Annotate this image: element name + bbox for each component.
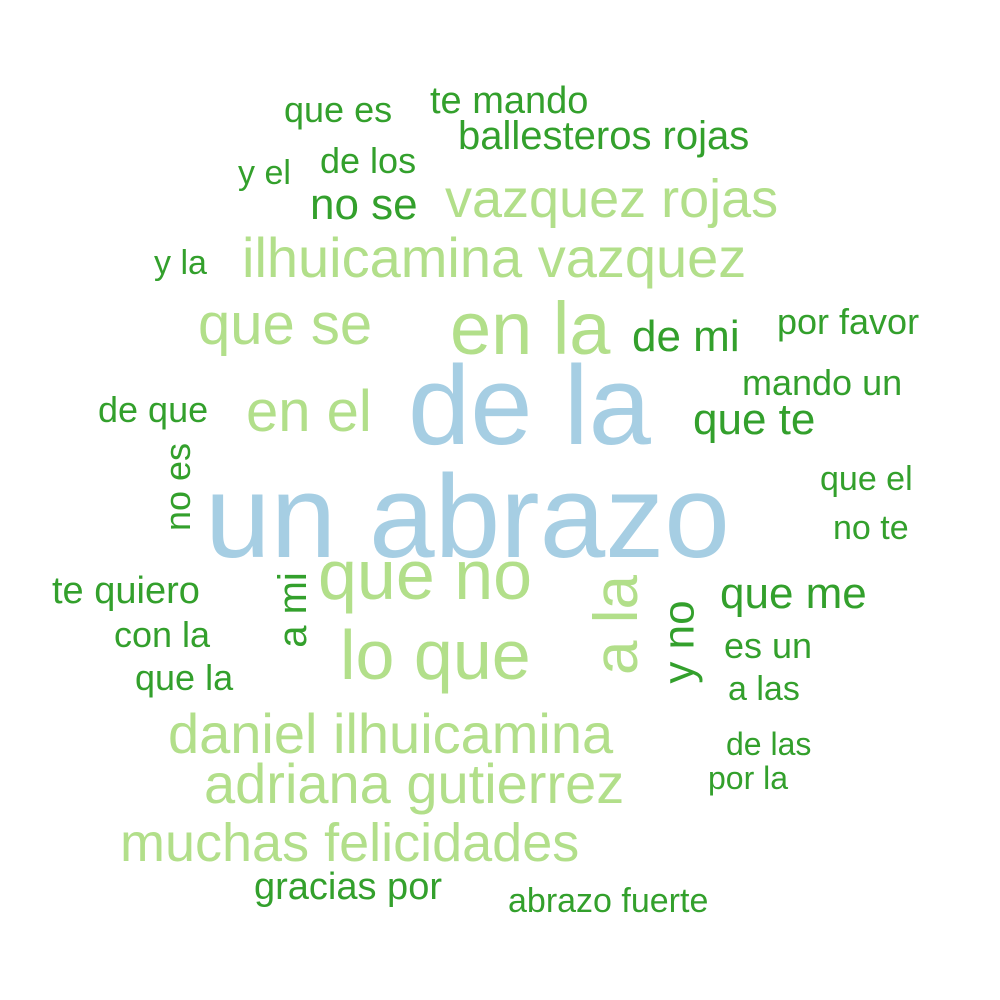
word-de-mi: de mi xyxy=(632,312,740,361)
word-por-la: por la xyxy=(708,760,789,796)
word-de-que: de que xyxy=(98,389,209,430)
word-por-favor: por favor xyxy=(777,301,920,342)
word-lo-que: lo que xyxy=(340,616,531,694)
word-abrazo-fuerte: abrazo fuerte xyxy=(508,882,709,920)
word-de-la: de la xyxy=(408,343,651,468)
word-a-la: a la xyxy=(581,575,651,675)
word-a-las: a las xyxy=(728,670,800,708)
word-ilhuicamina-vazquez: ilhuicamina vazquez xyxy=(242,226,747,289)
word-y-la: y la xyxy=(154,244,207,282)
word-no-se: no se xyxy=(310,180,418,229)
word-te-quiero: te quiero xyxy=(52,570,200,612)
word-un-abrazo: un abrazo xyxy=(205,451,730,583)
word-y-el: y el xyxy=(238,154,291,192)
word-que-la: que la xyxy=(135,657,234,698)
word-que-es: que es xyxy=(284,89,393,130)
word-con-la: con la xyxy=(114,614,211,655)
word-y-no: y no xyxy=(654,600,704,684)
word-que-te: que te xyxy=(693,395,816,444)
word-de-las: de las xyxy=(726,726,812,762)
word-te-mando: te mando xyxy=(430,80,589,122)
word-en-el: en el xyxy=(246,379,372,444)
word-de-los: de los xyxy=(320,140,417,181)
word-en-la: en la xyxy=(450,287,611,370)
word-adriana-gutierrez: adriana gutierrez xyxy=(204,752,625,815)
word-es-un: es un xyxy=(724,625,813,666)
word-vazquez-rojas: vazquez rojas xyxy=(445,169,779,229)
word-mando-un: mando un xyxy=(742,362,903,403)
word-gracias-por: gracias por xyxy=(254,866,442,908)
word-muchas-felicidades: muchas felicidades xyxy=(120,813,580,873)
word-daniel-ilhuicamina: daniel ilhuicamina xyxy=(168,702,614,765)
word-no-es: no es xyxy=(157,442,199,532)
word-que-se: que se xyxy=(198,292,373,357)
word-que-el: que el xyxy=(820,460,913,498)
word-a-mi: a mi xyxy=(270,572,315,648)
word-que-me: que me xyxy=(720,569,867,618)
word-no-te: no te xyxy=(833,509,909,547)
word-que-no: que no xyxy=(318,536,533,614)
word-ballesteros-rojas: ballesteros rojas xyxy=(458,114,750,158)
